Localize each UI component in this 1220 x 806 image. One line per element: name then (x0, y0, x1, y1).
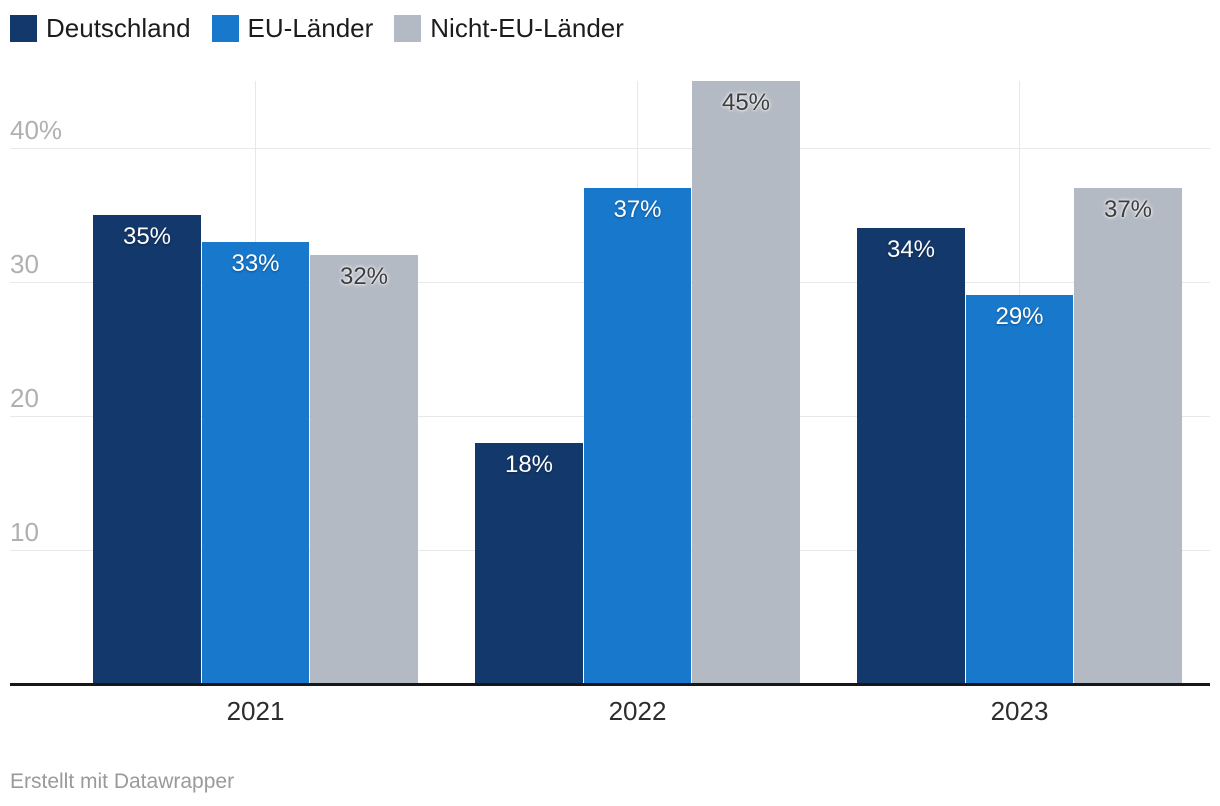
legend-swatch (211, 15, 239, 42)
bar: 37% (583, 188, 692, 684)
legend-swatch (10, 15, 37, 42)
legend: Deutschland EU-Länder Nicht-EU-Länder (10, 14, 624, 43)
bar: 37% (1074, 188, 1182, 684)
bar-value-label: 32% (339, 263, 389, 291)
y-tick-label: 30 (10, 249, 39, 279)
y-gridline (10, 148, 1210, 149)
bar-value-label: 18% (504, 450, 554, 478)
bar: 18% (475, 442, 583, 684)
bar-value-label: 29% (995, 303, 1044, 331)
legend-label: Deutschland (46, 13, 191, 43)
x-axis-line (10, 683, 1210, 686)
bar: 29% (965, 295, 1074, 684)
bar: 32% (310, 255, 418, 684)
legend-label: EU-Länder (247, 13, 374, 43)
legend-item: EU-Länder (211, 13, 374, 43)
bar: 33% (201, 241, 310, 684)
bar-value-label: 37% (1103, 196, 1153, 224)
y-tick-label: 10 (10, 517, 39, 547)
bar-value-label: 45% (721, 89, 771, 116)
x-tick-label: 2023 (990, 696, 1049, 726)
bar: 35% (93, 215, 201, 684)
bar-value-label: 34% (886, 236, 936, 264)
legend-item: Nicht-EU-Länder (394, 14, 624, 43)
bar: 45% (692, 81, 800, 684)
legend-item: Deutschland (10, 14, 191, 43)
y-tick-label: 20 (10, 383, 39, 413)
y-tick-label: 40% (10, 115, 63, 145)
bar-value-label: 35% (122, 223, 172, 250)
legend-label: Nicht-EU-Länder (430, 13, 624, 43)
bar: 34% (857, 228, 965, 684)
legend-swatch (394, 15, 422, 42)
x-tick-label: 2022 (608, 696, 667, 726)
bar-value-label: 33% (231, 249, 280, 277)
bar-value-label: 37% (613, 196, 662, 224)
datawrapper-credit: Erstellt mit Datawrapper (10, 770, 235, 793)
x-tick-label: 2021 (226, 696, 285, 726)
